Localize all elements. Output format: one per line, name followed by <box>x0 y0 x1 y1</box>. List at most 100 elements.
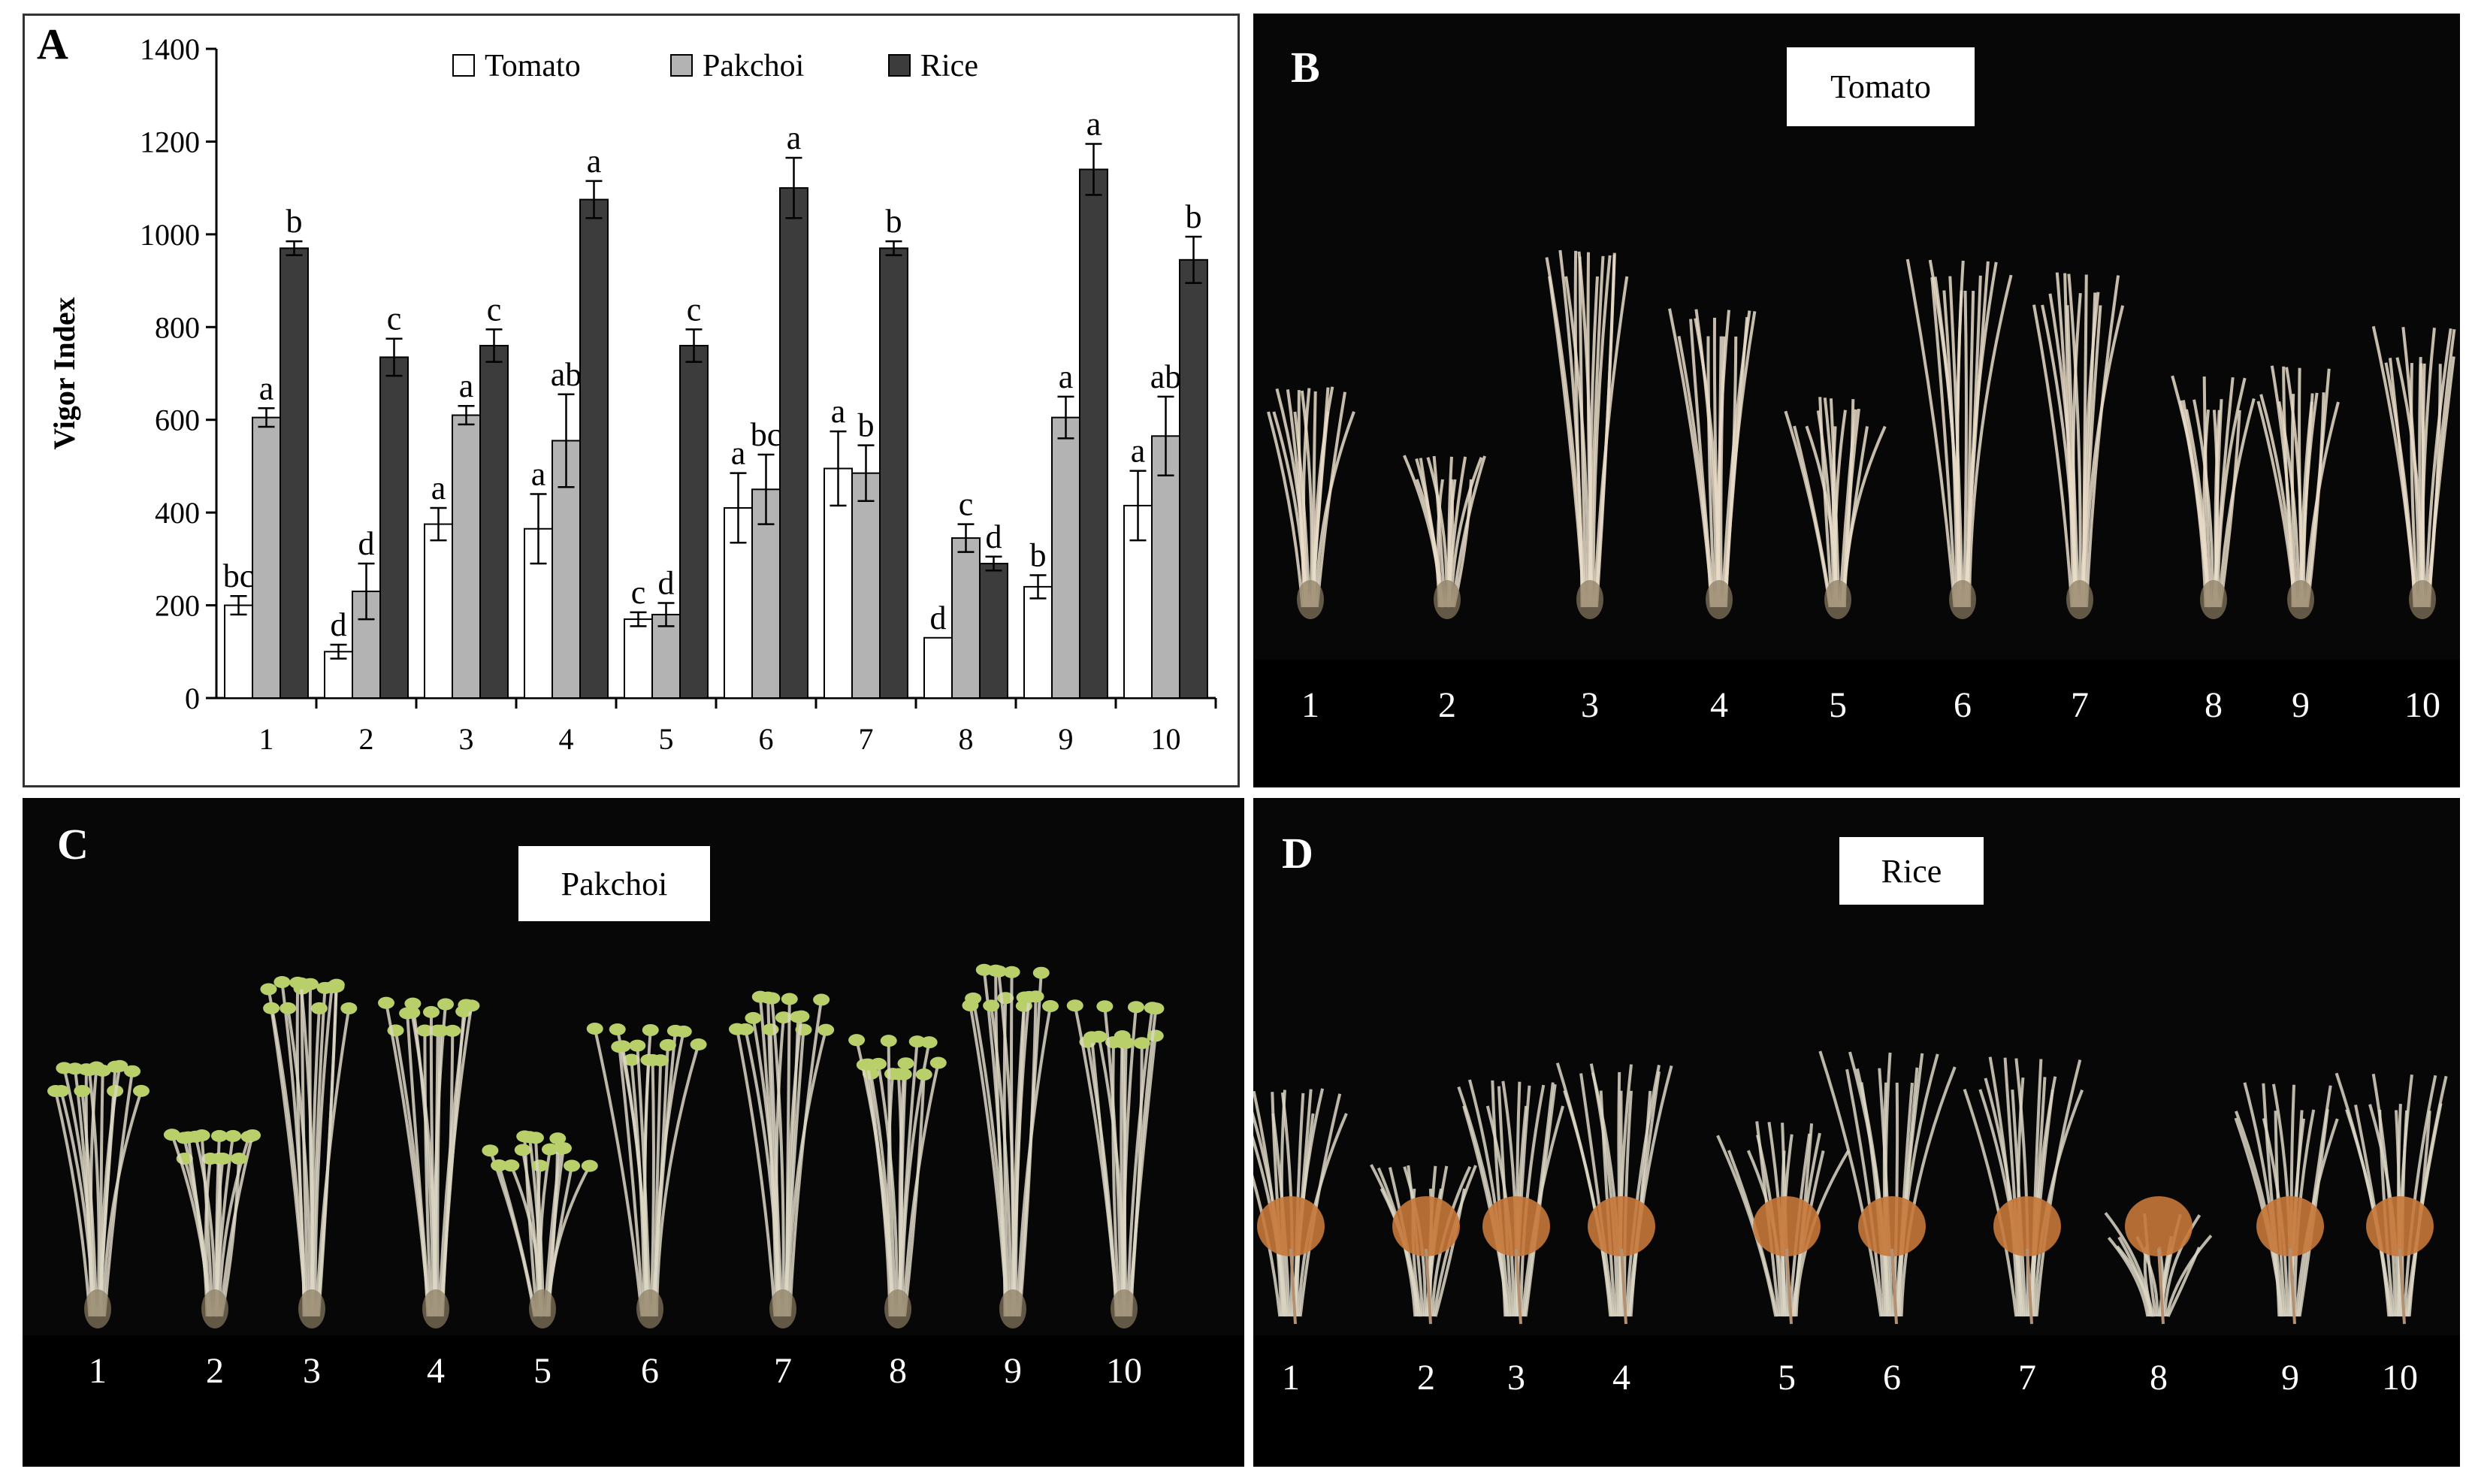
panel-letter-d: D <box>1282 829 1313 878</box>
significance-letter: ab <box>551 356 582 393</box>
legend-swatch-tomato <box>452 54 475 77</box>
sample-number-5: 5 <box>1778 1358 1796 1398</box>
bar-rice <box>879 247 908 700</box>
x-tick-label: 2 <box>359 722 374 756</box>
significance-letter: a <box>459 367 474 404</box>
seedling-bundle <box>2334 1072 2448 1325</box>
sample-number-7: 7 <box>2071 685 2089 725</box>
seedling-bundle <box>1457 1079 1565 1325</box>
seedling-bundle <box>1555 1062 1673 1325</box>
x-tick-label: 3 <box>459 722 474 756</box>
significance-letter: a <box>1059 358 1074 395</box>
sample-number-4: 4 <box>427 1351 445 1391</box>
seedling-bundle <box>1905 258 2013 619</box>
seedling-bundle <box>1963 1056 2084 1325</box>
y-tick-label: 1400 <box>140 32 200 66</box>
sample-number-1: 1 <box>1282 1358 1300 1398</box>
seedling-bundle <box>378 996 480 1328</box>
significance-letter: a <box>531 455 546 492</box>
bar-rice <box>479 344 509 699</box>
seedling-bundle <box>2104 1196 2213 1325</box>
significance-letter: a <box>787 119 802 156</box>
bar-pakchoi <box>651 613 681 700</box>
tomato-seedlings-image <box>1267 249 2456 619</box>
sample-number-1: 1 <box>1301 685 1319 725</box>
seedling-bundle <box>1784 397 1887 619</box>
legend-swatch-pakchoi <box>670 54 693 77</box>
sample-number-5: 5 <box>533 1351 552 1391</box>
bar-pakchoi <box>452 414 481 699</box>
significance-letter: c <box>687 291 702 328</box>
pakchoi-seedlings-image <box>47 963 1165 1328</box>
bar-pakchoi <box>851 472 881 700</box>
significance-letter: bc <box>223 558 255 594</box>
seedling-bundle <box>2371 325 2456 619</box>
significance-letter: c <box>959 486 974 523</box>
bar-rice <box>579 198 609 700</box>
bar-rice <box>379 356 409 699</box>
legend-label-pakchoi: Pakchoi <box>703 49 804 83</box>
y-tick-label: 600 <box>155 403 200 437</box>
seedling-bundle <box>962 963 1059 1328</box>
sample-number-3: 3 <box>1507 1358 1525 1398</box>
sample-number-10: 10 <box>1106 1351 1142 1391</box>
sample-number-3: 3 <box>1581 685 1599 725</box>
bar-tomato <box>424 523 453 699</box>
sample-number-9: 9 <box>2292 685 2310 725</box>
significance-letter: a <box>831 393 846 430</box>
bar-tomato <box>923 636 953 699</box>
seedling-bundle <box>1253 1088 1348 1325</box>
x-tick-label: 9 <box>1059 722 1074 756</box>
sample-number-10: 10 <box>2382 1358 2418 1398</box>
sample-number-6: 6 <box>641 1351 659 1391</box>
x-tick-label: 8 <box>959 722 974 756</box>
significance-letter: ab <box>1150 358 1182 395</box>
seedling-bundle <box>47 1059 150 1328</box>
x-tick-label: 7 <box>859 722 874 756</box>
y-tick-label: 1200 <box>140 125 200 159</box>
seedling-bundle <box>260 975 358 1328</box>
sample-number-10: 10 <box>2404 685 2440 725</box>
crop-label-rice: Rice <box>1839 837 1984 905</box>
bar-pakchoi <box>951 537 981 699</box>
bar-rice <box>1079 168 1108 699</box>
legend-label-tomato: Tomato <box>485 49 581 83</box>
bar-rice <box>1179 258 1208 699</box>
bar-tomato <box>224 604 253 699</box>
seedling-bundle <box>2032 272 2125 619</box>
significance-letter: c <box>487 291 502 328</box>
sample-number-strip <box>1253 1335 2460 1467</box>
significance-letter: b <box>886 203 902 240</box>
sample-number-5: 5 <box>1829 685 1847 725</box>
sample-number-2: 2 <box>1417 1358 1435 1398</box>
bar-pakchoi <box>252 416 281 700</box>
x-tick-label: 6 <box>759 722 774 756</box>
y-tick-label: 0 <box>185 682 200 715</box>
bar-tomato <box>1023 585 1053 700</box>
significance-letter: d <box>358 525 375 562</box>
significance-letter: d <box>331 606 347 643</box>
panel-letter-a: A <box>37 20 68 68</box>
bar-tomato <box>624 618 653 699</box>
significance-letter: a <box>1086 106 1102 143</box>
significance-letter: b <box>1186 198 1202 235</box>
seedling-bundle <box>482 1130 598 1328</box>
significance-letter: d <box>930 600 947 636</box>
significance-letter: a <box>259 370 274 407</box>
crop-label-pakchoi: Pakchoi <box>518 846 710 921</box>
legend-label-rice: Rice <box>920 49 978 83</box>
legend-swatch-rice <box>888 54 911 77</box>
significance-letter: c <box>387 301 402 337</box>
bar-rice <box>979 563 1008 699</box>
seedling-bundle <box>1716 1121 1850 1325</box>
seedling-bundle <box>2256 365 2340 619</box>
significance-letter: b <box>858 407 875 444</box>
sample-number-4: 4 <box>1710 685 1728 725</box>
x-tick-label: 1 <box>259 722 274 756</box>
bar-tomato <box>823 467 853 699</box>
seedling-bundle <box>1066 999 1165 1328</box>
panel-d-rice-photo: D Rice 1 2 3 4 5 6 7 8 9 10 <box>1253 798 2460 1467</box>
panel-b-tomato-photo: B Tomato 1 2 3 4 5 6 7 8 9 10 <box>1253 14 2460 787</box>
significance-letter: a <box>431 470 446 506</box>
sample-number-6: 6 <box>1883 1358 1901 1398</box>
